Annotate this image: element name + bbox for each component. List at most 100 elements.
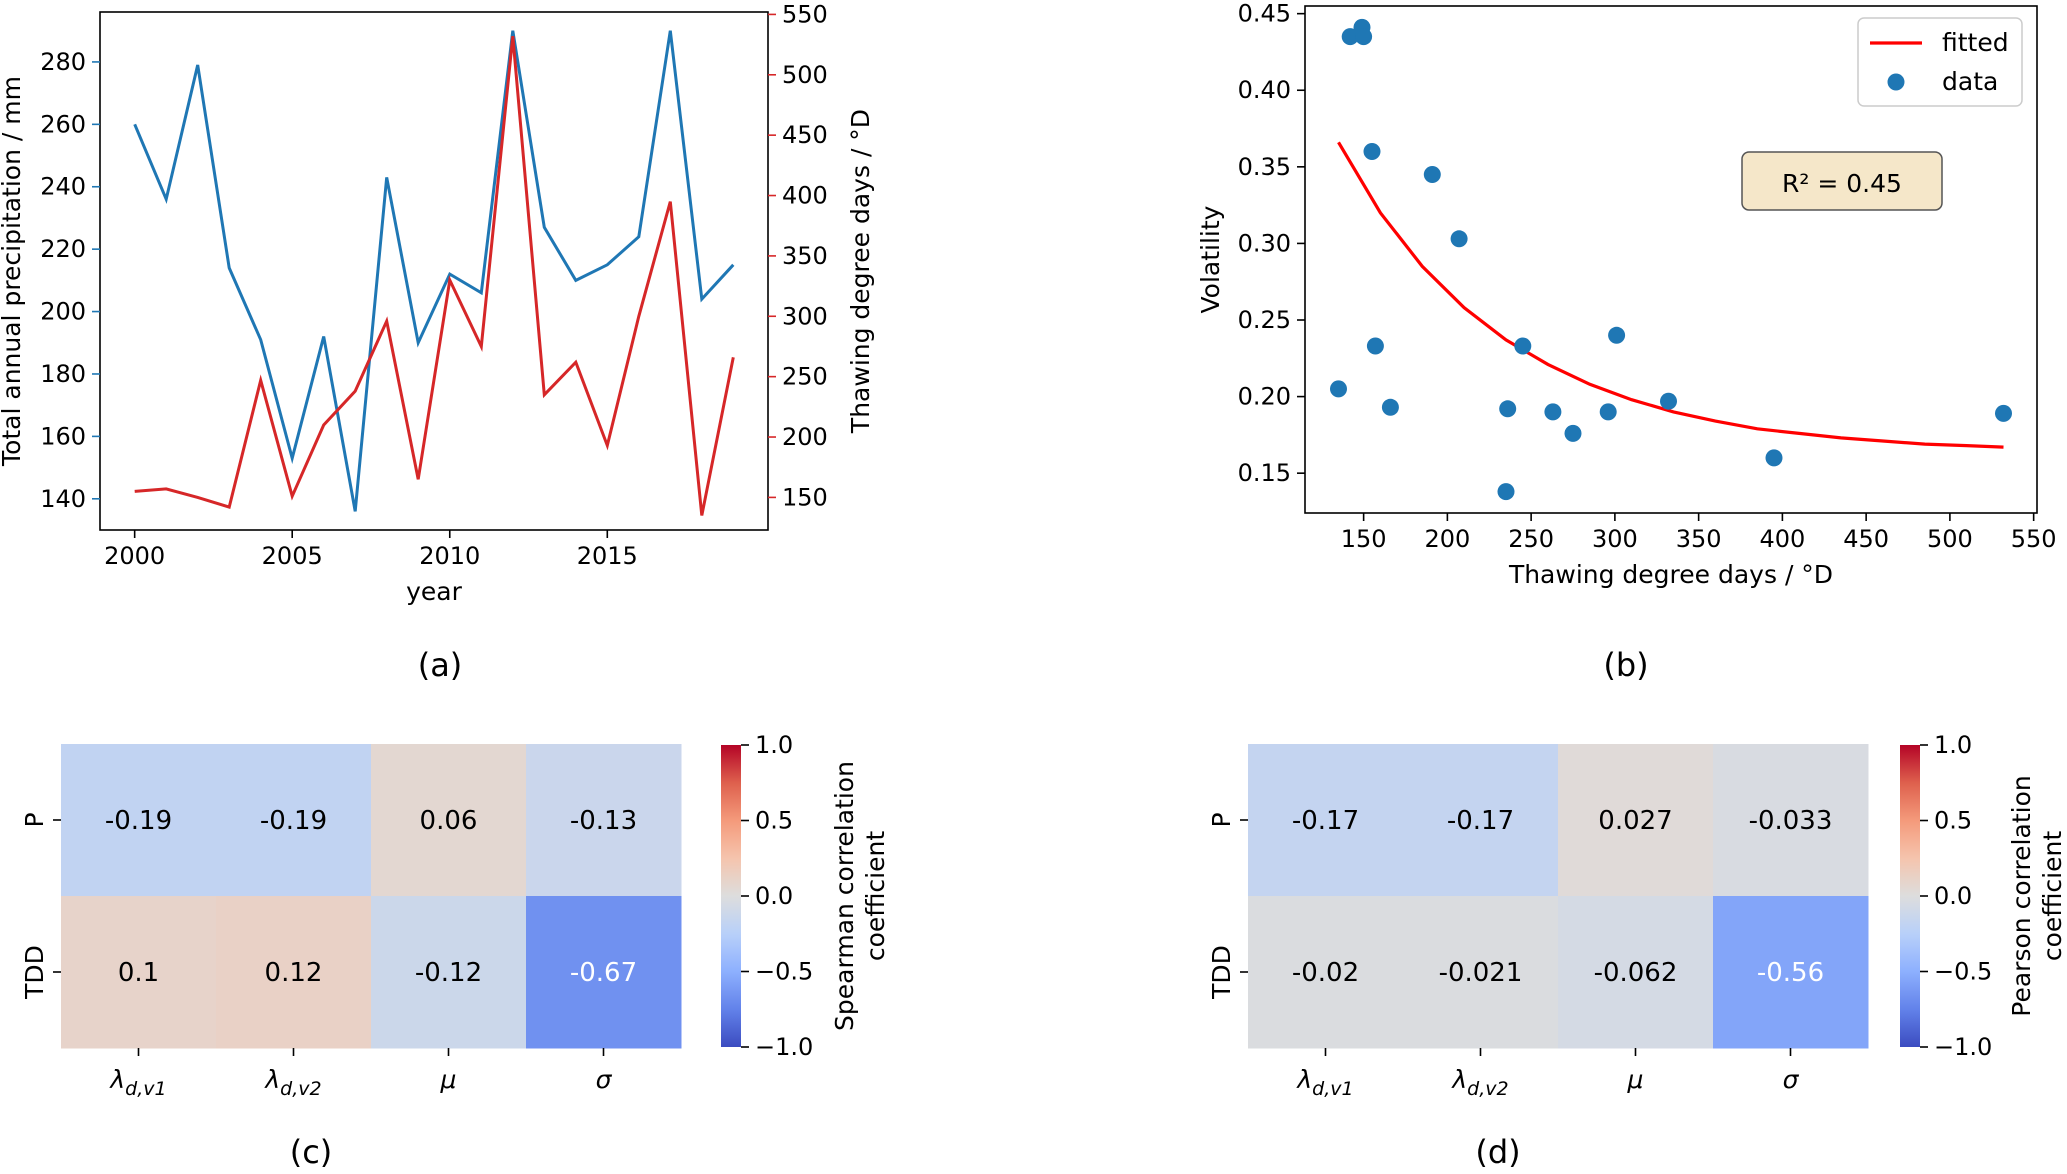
x-tick-label-a: 2015 xyxy=(577,542,638,570)
y-right-axis-label-a: Thawing degree days / °D xyxy=(846,109,875,434)
colorbar xyxy=(1900,745,1920,1047)
heatmap-cell-label: -0.17 xyxy=(1292,806,1359,836)
heatmap-cell-label: -0.19 xyxy=(260,806,327,836)
x-axis-label-a: year xyxy=(406,577,462,606)
col-label-1: λd,v2 xyxy=(1450,1065,1508,1100)
data-point xyxy=(1363,143,1381,160)
heatmap-cell xyxy=(1248,744,1404,897)
heatmap-cell-label: -0.062 xyxy=(1594,958,1678,988)
x-tick-label-b: 450 xyxy=(1843,525,1889,553)
heatmap-cell-label: -0.13 xyxy=(570,806,637,836)
y-left-tick-label-a: 200 xyxy=(40,298,86,326)
row-label-1: TDD xyxy=(20,945,49,1000)
row-label-0: P xyxy=(20,812,49,827)
data-point xyxy=(1355,28,1373,46)
data-point xyxy=(1599,403,1617,421)
colorbar-tick-label: 0.0 xyxy=(1934,882,1972,910)
legend-data-swatch xyxy=(1887,73,1905,91)
x-axis-label-b: Thawing degree days / °D xyxy=(1508,560,1833,589)
r2-annotation-box xyxy=(1741,151,1943,211)
y-right-tick-label-a: 300 xyxy=(782,302,828,330)
heatmap-cell xyxy=(1558,896,1714,1049)
y-tick-label-b: 0.25 xyxy=(1238,306,1291,334)
y-right-tick-label-a: 400 xyxy=(782,182,828,210)
colorbar-tick-label: −0.5 xyxy=(755,958,813,986)
col-label-2: μ xyxy=(1627,1065,1644,1094)
heatmap-cell xyxy=(371,744,527,897)
data-point xyxy=(1381,398,1399,416)
data-point xyxy=(1514,337,1532,355)
heatmap-cell xyxy=(1403,896,1559,1049)
heatmap-cell xyxy=(1713,896,1869,1049)
data-point xyxy=(1366,337,1384,355)
heatmap-cell xyxy=(526,744,682,897)
heatmap-cell xyxy=(1403,744,1559,897)
heatmap-cell-label: -0.021 xyxy=(1439,958,1523,988)
heatmap-cell xyxy=(216,896,372,1049)
row-label-0: P xyxy=(1207,812,1236,827)
data-point xyxy=(1660,392,1677,410)
heatmap-cell xyxy=(1248,896,1404,1049)
x-tick-label-b: 400 xyxy=(1759,525,1805,553)
col-label-0: λd,v1 xyxy=(108,1065,166,1100)
colorbar-label-line1: Pearson correlation xyxy=(2007,775,2036,1016)
heatmap-cell-label: -0.67 xyxy=(570,958,637,988)
data-point xyxy=(1608,326,1626,344)
colorbar-tick-label: 0.0 xyxy=(755,882,793,910)
heatmap-cell-label: -0.56 xyxy=(1757,958,1824,988)
heatmap-cell xyxy=(61,744,217,897)
x-tick-label-b: 500 xyxy=(1927,525,1973,553)
y-right-tick-label-a: 450 xyxy=(782,121,828,149)
data-point xyxy=(1341,28,1359,46)
colorbar-tick-label: 0.5 xyxy=(1934,807,1972,835)
colorbar-tick-label: 0.5 xyxy=(755,807,793,835)
y-tick-label-b: 0.45 xyxy=(1238,0,1291,28)
col-label-0: λd,v1 xyxy=(1295,1065,1353,1100)
x-tick-label-b: 150 xyxy=(1341,525,1387,553)
heatmap-cell xyxy=(1558,744,1714,897)
x-tick-label-a: 2000 xyxy=(104,542,165,570)
x-tick-label-b: 250 xyxy=(1508,525,1554,553)
y-tick-label-b: 0.20 xyxy=(1238,383,1291,411)
y-left-axis-label-a: Total annual precipitation / mm xyxy=(0,76,26,467)
col-label-1: λd,v2 xyxy=(263,1065,321,1100)
y-right-tick-label-a: 550 xyxy=(782,0,828,28)
plot-frame-a xyxy=(99,11,769,531)
heatmap-cell-label: -0.12 xyxy=(415,958,482,988)
colorbar-tick-label: −0.5 xyxy=(1934,958,1992,986)
heatmap-cell-label: -0.17 xyxy=(1447,806,1514,836)
caption-c: (c) xyxy=(290,1133,333,1171)
x-tick-label-b: 550 xyxy=(2011,525,2057,553)
data-point xyxy=(1450,230,1468,248)
col-label-3: σ xyxy=(1783,1065,1800,1094)
r2-annotation: R² = 0.45 xyxy=(1782,169,1902,198)
heatmap-cell-label: 0.027 xyxy=(1598,806,1672,836)
panel-b: 150 200 250 300 350 400 450 500 550 Thawing degre… xyxy=(1196,0,2057,684)
y-tick-label-b: 0.30 xyxy=(1238,229,1291,257)
data-point xyxy=(1499,400,1517,418)
x-tick-label-b: 350 xyxy=(1676,525,1722,553)
y-right-tick-label-a: 150 xyxy=(782,483,828,511)
series-line-precipitation xyxy=(133,30,735,512)
heatmap-cell xyxy=(526,896,682,1049)
x-tick-label-a: 2010 xyxy=(419,542,480,570)
colorbar-label-line2: coefficient xyxy=(2038,831,2067,962)
row-label-1: TDD xyxy=(1207,945,1236,1000)
heatmap-cell-label: -0.19 xyxy=(105,806,172,836)
legend-fitted-label: fitted xyxy=(1942,28,2009,57)
data-point xyxy=(1544,403,1562,421)
y-tick-label-b: 0.40 xyxy=(1238,76,1291,104)
y-tick-label-b: 0.15 xyxy=(1238,459,1291,487)
heatmap-cell xyxy=(216,744,372,897)
fit-line xyxy=(1337,141,2004,449)
data-point xyxy=(1423,166,1441,183)
data-point xyxy=(1765,449,1783,467)
y-axis-label-b: Volatility xyxy=(1196,205,1225,313)
x-tick-label-a: 2005 xyxy=(262,542,323,570)
colorbar-tick-label: 1.0 xyxy=(1934,731,1972,759)
colorbar-tick-label: −1.0 xyxy=(755,1033,813,1061)
y-right-tick-label-a: 250 xyxy=(782,363,828,391)
col-label-3: σ xyxy=(596,1065,613,1094)
heatmap-cell-label: -0.02 xyxy=(1292,958,1359,988)
